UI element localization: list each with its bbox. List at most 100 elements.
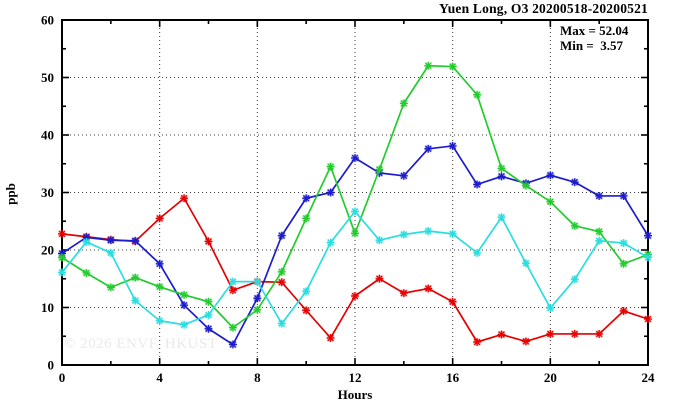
marker [595,236,604,245]
marker [351,229,359,238]
marker [473,180,482,189]
svg-text:24: 24 [642,370,656,385]
marker [106,248,115,257]
marker [424,144,433,153]
marker [302,194,311,203]
marker [619,239,628,248]
marker [180,194,189,203]
marker [399,289,408,298]
marker [326,333,335,342]
marker [277,267,286,276]
marker [180,290,189,299]
marker [546,197,555,206]
marker [399,99,408,108]
marker [644,231,652,240]
marker [155,259,164,268]
marker [595,329,604,338]
marker [277,231,286,240]
marker [448,229,457,238]
marker [326,162,335,171]
marker [253,294,262,303]
svg-text:10: 10 [41,300,54,315]
y-axis-label: ppb [3,183,18,205]
marker [277,319,286,328]
marker [570,275,579,284]
marker [497,164,506,173]
svg-text:8: 8 [254,370,261,385]
marker [619,191,628,200]
marker [253,305,262,314]
marker [424,227,433,236]
series-cyan [58,207,652,329]
svg-text:16: 16 [446,370,460,385]
series-green [58,61,652,332]
marker [204,237,213,246]
marker [204,324,213,333]
marker [228,323,237,332]
marker [131,296,140,305]
marker [570,221,579,230]
marker [424,284,433,293]
marker [595,191,604,200]
max-value-label: Max = 52.04 [560,23,629,38]
marker [497,213,506,222]
marker [473,338,482,346]
svg-text:40: 40 [41,128,54,143]
marker [228,286,237,295]
marker [497,330,506,339]
marker [180,320,189,329]
maxmin-annotation: Max = 52.04 Min = 3.57 [560,23,628,53]
marker [228,340,237,349]
marker [521,337,530,346]
marker [277,278,286,287]
marker [399,230,408,239]
marker [204,297,213,306]
min-value-label: Min = 3.57 [560,38,624,53]
marker [204,310,213,319]
marker [58,268,66,277]
marker [521,259,530,268]
marker [155,214,164,223]
marker [302,214,311,223]
marker [58,253,66,262]
marker [106,283,115,292]
marker [473,90,482,99]
tick-labels: 0 4 8 12 16 20 24 0 10 20 30 40 50 60 [41,13,655,386]
marker [448,297,457,306]
marker [351,207,359,216]
marker [619,259,628,268]
series-blue [58,141,652,349]
marker [448,62,457,71]
marker [326,238,335,247]
marker [155,316,164,325]
marker [228,277,237,286]
axis-ticks [61,19,649,366]
marker [253,277,262,286]
marker [399,171,408,180]
marker [326,188,335,197]
marker [521,181,530,190]
marker [570,178,579,187]
marker [644,315,652,323]
marker [424,61,433,70]
marker [473,248,482,257]
marker [546,329,555,338]
watermark: © 2026 ENVF, HKUST [64,336,218,352]
marker [644,253,652,262]
marker [546,304,555,313]
marker [155,282,164,291]
svg-text:20: 20 [41,243,54,258]
svg-text:20: 20 [544,370,557,385]
svg-text:12: 12 [349,370,362,385]
marker [302,306,311,315]
marker [82,237,91,246]
marker [375,165,384,174]
chart-title: Yuen Long, O3 20200518-20200521 [439,1,648,16]
marker [351,154,359,162]
marker [546,171,555,180]
series-red [58,194,652,346]
marker [58,229,66,238]
marker [131,273,140,282]
svg-text:0: 0 [48,358,55,373]
